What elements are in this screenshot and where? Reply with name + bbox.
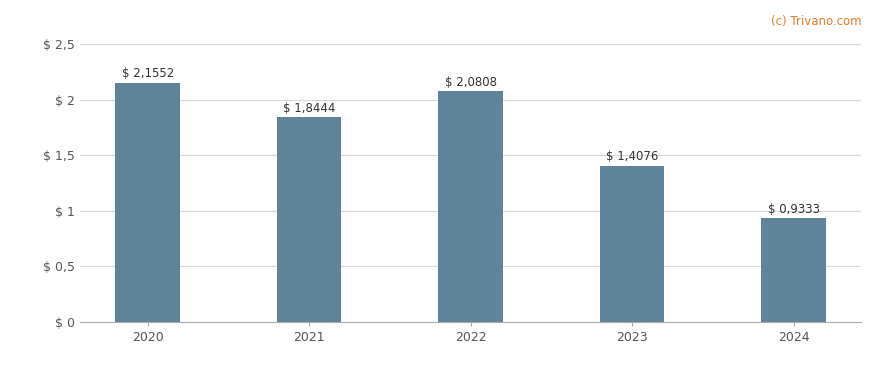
Text: $ 2,0808: $ 2,0808 bbox=[445, 76, 496, 89]
Text: $ 1,8444: $ 1,8444 bbox=[283, 102, 336, 115]
Text: $ 2,1552: $ 2,1552 bbox=[122, 67, 174, 80]
Bar bbox=[439, 91, 503, 322]
Text: (c) Trivano.com: (c) Trivano.com bbox=[771, 15, 861, 28]
Bar bbox=[277, 117, 342, 322]
Bar bbox=[761, 218, 826, 322]
Text: $ 0,9333: $ 0,9333 bbox=[768, 203, 820, 216]
Bar bbox=[115, 83, 180, 322]
Text: $ 1,4076: $ 1,4076 bbox=[607, 151, 659, 164]
Bar bbox=[599, 166, 664, 322]
